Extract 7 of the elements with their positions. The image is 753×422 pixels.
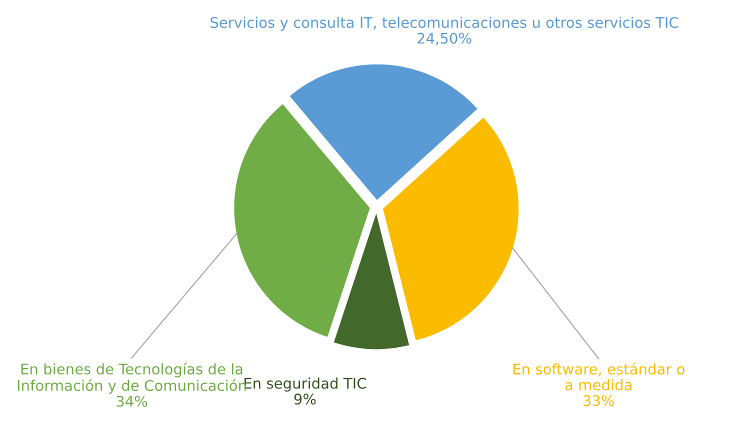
slice-label: Servicios y consulta IT, telecomunicaciones u otros servicios TIC: [210, 16, 678, 31]
slice-label: En bienes de Tecnologías de la Información y de Comunicación: [18, 362, 246, 394]
data-label: 33%: [584, 395, 614, 406]
data-label: 9%: [294, 394, 316, 405]
data-label: 24,50%: [418, 32, 472, 46]
slice-label: En software, estándar o a medida: [513, 362, 684, 390]
data-label: 34%: [116, 396, 148, 407]
